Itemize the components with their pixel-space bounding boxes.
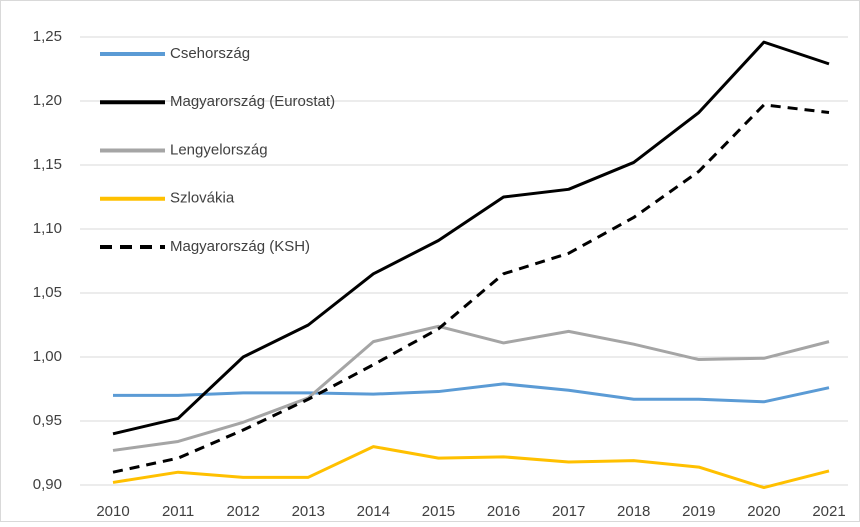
x-tick-label: 2010 bbox=[96, 503, 129, 520]
series-line bbox=[112, 103, 830, 474]
series-line bbox=[112, 40, 830, 436]
legend-label: Csehország bbox=[170, 45, 250, 62]
series-line bbox=[112, 324, 830, 452]
x-tick-label: 2021 bbox=[812, 503, 845, 520]
x-tick-label: 2017 bbox=[552, 503, 585, 520]
x-tick-label: 2020 bbox=[747, 503, 780, 520]
series-line bbox=[112, 445, 830, 490]
x-tick-label: 2019 bbox=[682, 503, 715, 520]
y-tick-label: 0,95 bbox=[33, 412, 62, 429]
y-tick-label: 1,05 bbox=[33, 284, 62, 301]
x-tick-label: 2015 bbox=[422, 503, 455, 520]
y-tick-label: 1,25 bbox=[33, 28, 62, 45]
y-tick-label: 0,90 bbox=[33, 476, 62, 493]
x-tick-label: 2013 bbox=[292, 503, 325, 520]
y-tick-label: 1,20 bbox=[33, 92, 62, 109]
legend-label: Szlovákia bbox=[170, 190, 235, 207]
legend-label: Lengyelország bbox=[170, 141, 268, 158]
y-tick-label: 1,10 bbox=[33, 220, 62, 237]
y-tick-label: 1,15 bbox=[33, 156, 62, 173]
legend-label: Magyarország (KSH) bbox=[170, 238, 310, 255]
series-line bbox=[113, 382, 830, 404]
x-tick-label: 2011 bbox=[162, 503, 194, 520]
legend-label: Magyarország (Eurostat) bbox=[170, 93, 335, 110]
x-tick-label: 2014 bbox=[357, 503, 390, 520]
x-tick-label: 2018 bbox=[617, 503, 650, 520]
y-tick-label: 1,00 bbox=[33, 348, 62, 365]
x-tick-label: 2012 bbox=[226, 503, 259, 520]
x-tick-label: 2016 bbox=[487, 503, 520, 520]
